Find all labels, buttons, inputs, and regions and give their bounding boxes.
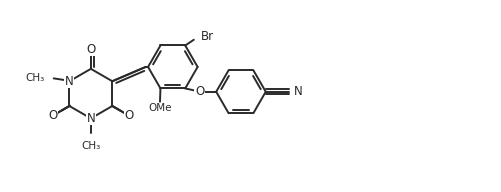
Text: N: N [295,85,303,98]
Text: O: O [124,109,133,122]
Text: CH₃: CH₃ [81,141,101,151]
Text: N: N [87,112,95,125]
Text: O: O [86,43,96,56]
Text: CH₃: CH₃ [26,73,45,83]
Text: O: O [48,109,58,122]
Text: O: O [195,85,204,98]
Text: N: N [65,75,74,88]
Text: Br: Br [200,30,213,43]
Text: OMe: OMe [148,103,172,113]
